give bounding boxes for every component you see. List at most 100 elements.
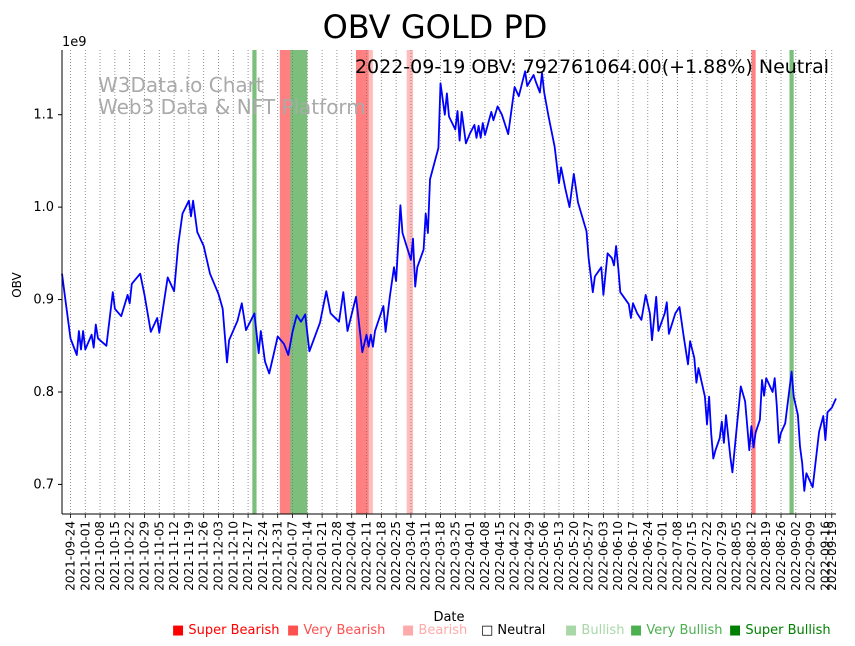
x-tick-label: 2022-09-19: [825, 521, 839, 591]
legend-marker: ■: [402, 623, 418, 638]
signal-band-very-bullish-2: [290, 50, 308, 514]
chart-title: OBV GOLD PD: [323, 8, 548, 46]
x-tick-label: 2022-05-27: [582, 521, 596, 591]
x-tick-label: 2022-06-17: [626, 521, 640, 591]
x-tick-label: 2021-10-01: [78, 521, 92, 591]
x-tick-label: 2021-10-22: [123, 521, 137, 591]
x-tick-label: 2021-10-08: [93, 521, 107, 591]
legend-marker: ■: [729, 623, 745, 638]
signal-band-very-bullish-7: [789, 50, 794, 514]
x-tick-label: 2021-12-10: [226, 521, 240, 591]
x-tick-label: 2022-08-05: [730, 521, 744, 591]
x-axis-label: Date: [433, 610, 464, 625]
x-tick-label: 2022-09-09: [804, 521, 818, 591]
legend-label: Super Bearish: [188, 623, 279, 638]
y-tick-label: 0.9: [33, 293, 54, 308]
x-tick-label: 2022-04-15: [493, 521, 507, 591]
legend-label: Very Bullish: [646, 623, 722, 638]
x-tick-label: 2021-10-29: [137, 521, 151, 591]
x-tick-label: 2022-07-01: [656, 521, 670, 591]
x-tick-label: 2022-02-18: [374, 521, 388, 591]
x-tick-label: 2021-11-05: [152, 521, 166, 591]
x-tick-label: 2022-01-07: [286, 521, 300, 591]
x-tick-label: 2021-12-24: [256, 521, 270, 591]
x-tick-label: 2022-07-15: [685, 521, 699, 591]
legend-item-super-bearish: ■ Super Bearish: [172, 623, 280, 638]
x-tick-label: 2022-09-16: [818, 521, 832, 591]
y-axis-multiplier: 1e9: [62, 35, 87, 50]
legend-item-neutral: □ Neutral: [481, 623, 545, 638]
signal-band-very-bearish-3: [355, 50, 371, 514]
x-tick-label: 2022-07-08: [670, 521, 684, 591]
x-tick-label: 2021-11-19: [182, 521, 196, 591]
signal-bands: [252, 50, 794, 514]
x-tick-label: 2022-04-08: [478, 521, 492, 591]
signal-band-bearish-5: [406, 50, 414, 514]
y-tick-label: 1.0: [33, 200, 54, 215]
axes: 2021-09-24 2021-10-01 2021-10-08 2021-10-15…: [33, 50, 839, 591]
legend-marker: ■: [287, 623, 303, 638]
x-tick-label: 2021-10-15: [108, 521, 122, 591]
x-tick-label: 2022-07-22: [700, 521, 714, 591]
legend-item-very-bullish: ■ Very Bullish: [630, 623, 722, 638]
watermark: W3Data.io Chart Web3 Data & NFT Platform: [98, 73, 366, 119]
x-tick-label: 2022-09-02: [789, 521, 803, 591]
x-tick-label: 2021-12-03: [211, 521, 225, 591]
x-tick-label: 2022-06-24: [641, 521, 655, 591]
legend-label: Bearish: [418, 623, 467, 638]
signal-band-very-bullish-0: [252, 50, 257, 514]
legend-label: Bullish: [581, 623, 624, 638]
legend-label: Super Bullish: [745, 623, 830, 638]
legend: ■ Super Bearish ■ Very Bearish ■ Bearish □ …: [172, 623, 831, 638]
y-axis-label: OBV: [10, 271, 24, 297]
x-tick-label: 2021-11-26: [197, 521, 211, 591]
signal-band-very-bearish-6: [751, 50, 756, 514]
x-tick-label: 2022-03-25: [448, 521, 462, 591]
x-tick-label: 2022-01-21: [315, 521, 329, 591]
legend-item-super-bullish: ■ Super Bullish: [729, 623, 831, 638]
x-tick-label: 2021-12-31: [271, 521, 285, 591]
x-tick-label: 2022-08-19: [759, 521, 773, 591]
watermark-line-2: Web3 Data & NFT Platform: [98, 95, 366, 119]
watermark-line-1: W3Data.io Chart: [98, 73, 264, 97]
x-tick-label: 2022-05-13: [552, 521, 566, 591]
x-tick-label: 2022-02-25: [389, 521, 403, 591]
legend-marker: □: [481, 623, 497, 638]
x-tick-label: 2021-12-17: [241, 521, 255, 591]
legend-item-very-bearish: ■ Very Bearish: [287, 623, 385, 638]
x-tick-label: 2022-03-11: [419, 521, 433, 591]
x-tick-label: 2022-03-04: [404, 521, 418, 591]
x-tick-label: 2022-04-29: [522, 521, 536, 591]
x-tick-label: 2022-04-22: [508, 521, 522, 591]
x-tick-label: 2021-09-24: [63, 521, 77, 591]
legend-marker: ■: [630, 623, 646, 638]
x-tick-label: 2021-11-12: [167, 521, 181, 591]
x-tick-label: 2022-08-12: [744, 521, 758, 591]
x-tick-label: 2022-06-03: [596, 521, 610, 591]
x-tick-label: 2022-01-14: [300, 521, 314, 591]
legend-item-bullish: ■ Bullish: [565, 623, 624, 638]
y-tick-label: 0.7: [33, 477, 54, 492]
legend-label: Neutral: [497, 623, 545, 638]
x-tick-label: 2022-04-01: [463, 521, 477, 591]
x-tick-label: 2022-03-18: [434, 521, 448, 591]
x-tick-label: 2022-06-10: [611, 521, 625, 591]
x-tick-label: 2022-02-11: [360, 521, 374, 591]
x-tick-label: 2022-05-20: [567, 521, 581, 591]
obv-series: [61, 70, 837, 492]
legend-marker: ■: [565, 623, 581, 638]
vertical-gridlines: [70, 50, 833, 514]
series-line-obv: [61, 70, 837, 492]
obv-annotation: 2022-09-19 OBV: 792761064.00(+1.88%) Neu…: [355, 56, 829, 78]
y-tick-label: 0.8: [33, 385, 54, 400]
x-tick-label: 2022-08-26: [774, 521, 788, 591]
legend-label: Very Bearish: [303, 623, 385, 638]
x-tick-label: 2022-01-28: [330, 521, 344, 591]
x-tick-label: 2022-07-29: [715, 521, 729, 591]
signal-band-bearish-4: [368, 50, 373, 514]
x-tick-label: 2022-05-06: [537, 521, 551, 591]
legend-item-bearish: ■ Bearish: [402, 623, 467, 638]
legend-marker: ■: [172, 623, 188, 638]
